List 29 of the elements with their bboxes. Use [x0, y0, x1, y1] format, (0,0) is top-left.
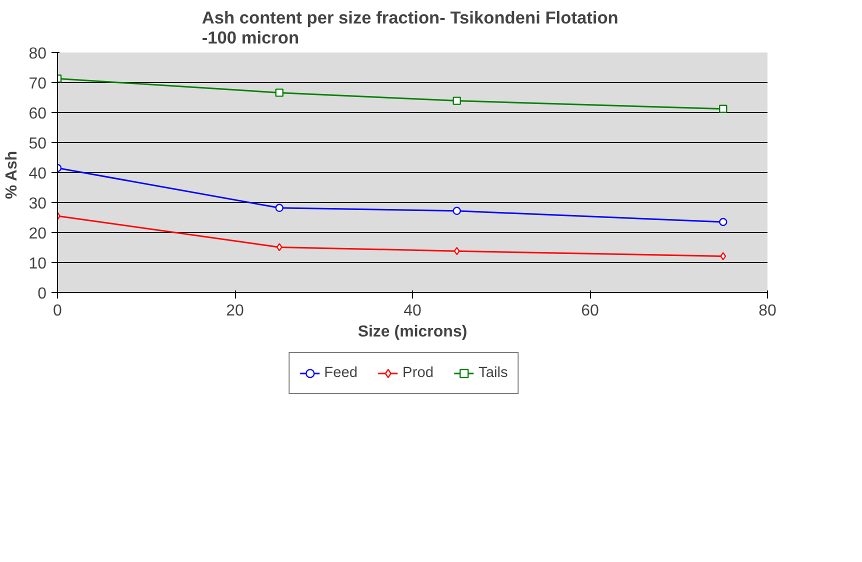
legend-label: Feed — [324, 365, 358, 381]
point — [719, 104, 728, 113]
x-tick-label: 60 — [581, 302, 599, 320]
y-tick-label: 70 — [28, 76, 47, 92]
y-tick-label: 80 — [28, 46, 47, 62]
x-tick-label: 0 — [53, 302, 62, 320]
legend-label: Tails — [478, 365, 508, 381]
x-tick-label: 40 — [404, 302, 422, 320]
y-tick-label: 0 — [38, 286, 47, 302]
y-tick-label: 50 — [28, 136, 47, 152]
legend-label: Prod — [402, 365, 434, 381]
point — [275, 88, 284, 97]
y-tick-label: 30 — [28, 196, 47, 212]
y-tick-label: 60 — [28, 106, 47, 122]
y-tick-label: 40 — [28, 166, 47, 182]
x-tick-label: 80 — [758, 302, 776, 320]
point — [275, 204, 284, 212]
point — [454, 247, 460, 256]
point — [276, 243, 282, 252]
x-axis-title: Size (microns) — [358, 324, 468, 340]
point — [719, 218, 728, 226]
y-tick-label: 10 — [28, 256, 47, 272]
y-axis-title: % Ash — [4, 150, 21, 200]
point — [452, 206, 461, 215]
y-tick-label: 20 — [28, 226, 47, 242]
chart-title: Ash content per size fraction- Tsikondeni Flotation -100 micron — [202, 8, 618, 48]
point — [452, 96, 461, 105]
point — [720, 252, 726, 260]
x-tick-label: 20 — [226, 302, 244, 320]
